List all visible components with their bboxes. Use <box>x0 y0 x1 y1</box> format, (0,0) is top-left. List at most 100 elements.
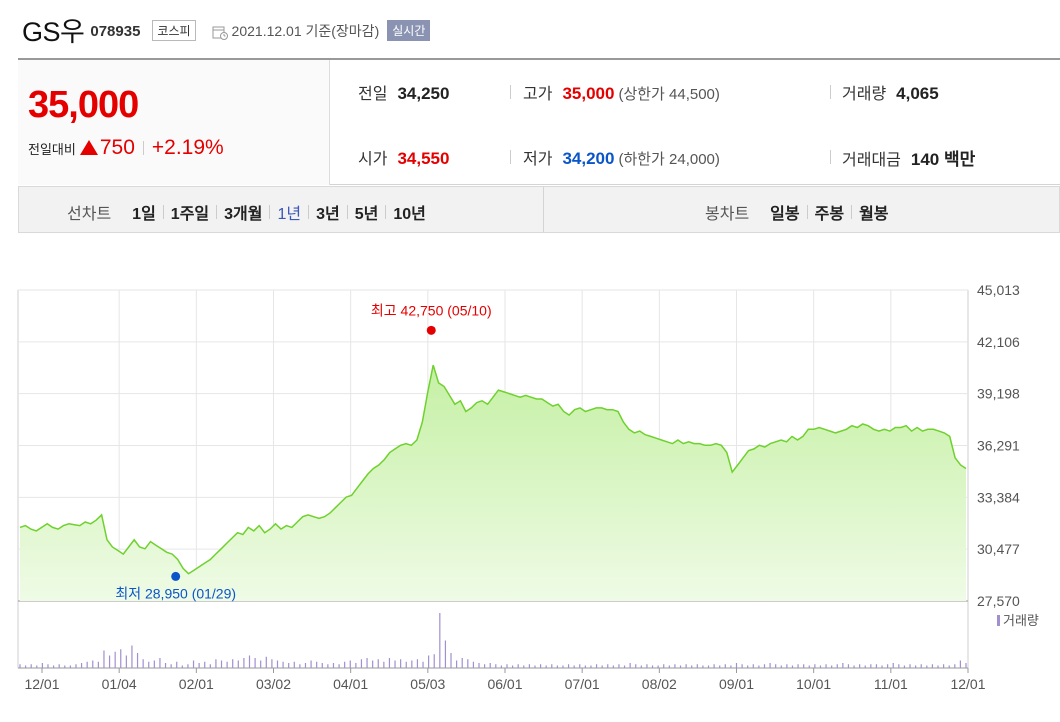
volume-bar <box>260 660 262 668</box>
volume-bar <box>842 663 844 668</box>
volume-bar <box>226 661 228 668</box>
volume-bar <box>898 664 900 668</box>
volume-bar <box>803 664 805 668</box>
volume-bar <box>685 664 687 668</box>
y-tick-label: 36,291 <box>977 438 1020 454</box>
volume-bar <box>360 659 363 668</box>
volume-bar <box>719 665 721 668</box>
tab-1day[interactable]: 1일 <box>132 206 156 223</box>
divider <box>346 205 348 219</box>
volume-bar <box>97 661 99 668</box>
volume-bar <box>786 664 788 668</box>
volume-bar <box>864 665 866 668</box>
volume-bar <box>780 665 782 668</box>
x-tick-label: 09/01 <box>719 676 754 692</box>
volume-bar <box>584 665 586 668</box>
volume-bar <box>321 663 323 668</box>
tab-5year[interactable]: 5년 <box>354 206 379 223</box>
tab-monthly[interactable]: 월봉 <box>859 206 889 223</box>
volume-value: 4,065 <box>896 84 939 103</box>
tab-3month[interactable]: 3개월 <box>224 206 263 223</box>
tab-10year[interactable]: 10년 <box>393 206 426 223</box>
volume-bar <box>791 665 794 668</box>
volume-bar <box>299 664 301 668</box>
volume-bar <box>271 659 273 668</box>
volume-bar <box>623 665 626 668</box>
volume-bar <box>198 663 200 668</box>
divider <box>216 205 218 219</box>
max-point <box>426 325 436 335</box>
min-point <box>171 571 181 581</box>
volume-bar <box>724 664 726 668</box>
volume-bar <box>131 645 133 668</box>
volume-bar <box>679 665 682 668</box>
volume-bar <box>461 658 463 668</box>
x-tick-label: 12/01 <box>950 676 985 692</box>
volume-bar <box>254 658 256 668</box>
volume-bar <box>959 660 962 668</box>
stock-code: 078935 <box>90 23 141 40</box>
volume-bar <box>573 665 575 668</box>
tab-1week[interactable]: 1주일 <box>170 206 210 223</box>
volume-bar <box>797 664 799 668</box>
y-tick-label: 39,198 <box>977 386 1020 402</box>
price-change: 전일대비 750 +2.19% <box>28 136 224 160</box>
volume-bar <box>629 663 631 668</box>
volume-bar <box>394 660 396 668</box>
realtime-button[interactable]: 실시간 <box>387 20 431 41</box>
upper-limit: (상한가 44,500) <box>618 86 720 103</box>
divider <box>385 205 387 219</box>
up-triangle-icon <box>79 139 98 155</box>
volume-bar <box>920 664 922 668</box>
divider <box>269 205 271 219</box>
volume-bar <box>948 665 950 668</box>
volume-bar <box>187 664 189 668</box>
volume-bar <box>86 661 88 668</box>
y-axis-ticks: 45,013 42,106 39,198 36,291 33,384 30,477 27,5… <box>977 282 1020 609</box>
line-chart-title: 선차트 <box>67 206 112 223</box>
volume-bar <box>881 665 883 668</box>
volume-bar <box>511 665 514 668</box>
volume-bar <box>523 665 525 668</box>
x-tick-label: 08/02 <box>642 676 677 692</box>
tab-1year[interactable]: 1년 <box>277 206 302 223</box>
volume-bar <box>590 665 592 668</box>
volume-bar <box>170 664 172 668</box>
volume-bar <box>153 660 155 668</box>
volume-bar <box>926 665 928 668</box>
divider <box>830 150 831 164</box>
open-label: 시가 <box>358 151 388 168</box>
volume-bar <box>819 665 822 668</box>
volume-bar <box>58 664 60 668</box>
volume-bar <box>545 665 547 668</box>
volume-bar <box>433 654 435 668</box>
volume-bar <box>887 664 889 668</box>
x-tick-label: 05/03 <box>410 676 445 692</box>
volume-bar <box>75 664 77 668</box>
volume-bar <box>456 660 458 668</box>
tab-3year[interactable]: 3년 <box>316 206 340 223</box>
max-label: 최고 42,750 (05/10) <box>371 302 492 318</box>
volume-bar <box>607 664 609 668</box>
volume-bar <box>517 664 519 668</box>
tab-daily[interactable]: 일봉 <box>770 206 800 223</box>
high-value: 35,000 <box>562 84 615 103</box>
x-tick-label: 07/01 <box>565 676 600 692</box>
volume-bar <box>243 658 245 668</box>
volume-legend-label: 거래량 <box>1003 613 1039 628</box>
divider <box>510 150 511 164</box>
tab-weekly[interactable]: 주봉 <box>814 206 845 223</box>
low-value: 34,200 <box>562 149 615 168</box>
volume-bar <box>875 664 878 668</box>
volume-bar <box>567 664 570 668</box>
volume-bar <box>651 665 654 668</box>
volume-bar <box>176 661 178 668</box>
volume-bar <box>579 664 581 668</box>
chart-period-tabs: 선차트 1일 1주일 3개월 1년 3년 5년 10년 봉차트 일봉 주봉 월봉 <box>18 186 1060 233</box>
volume-bar <box>422 661 424 668</box>
volume-bar <box>965 663 967 668</box>
volume-bar <box>892 663 894 668</box>
open-value: 34,550 <box>397 149 450 168</box>
volume-bar <box>148 661 150 668</box>
volume-bar <box>831 665 833 668</box>
